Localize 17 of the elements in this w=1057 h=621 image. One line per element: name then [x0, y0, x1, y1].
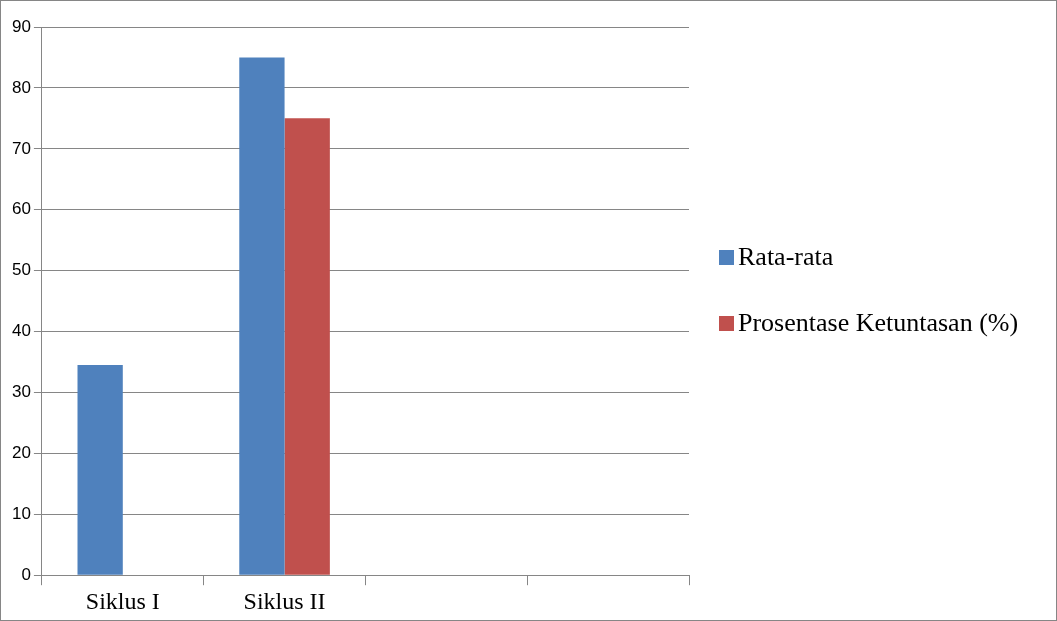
x-tick-label: Siklus II: [243, 587, 326, 614]
y-tick-label: 70: [11, 138, 31, 158]
y-tick-label: 60: [11, 199, 31, 219]
y-tick-label: 50: [11, 260, 31, 280]
bar: [284, 118, 330, 575]
y-tick-label: 20: [11, 443, 31, 463]
y-tick-label: 80: [11, 77, 31, 97]
y-tick-label: 0: [21, 564, 31, 584]
legend-label: Prosentase Ketuntasan (%): [738, 307, 1019, 339]
x-tick-label: Siklus I: [85, 587, 160, 614]
bar: [77, 365, 123, 575]
y-tick-label: 30: [11, 382, 31, 402]
y-tick-label: 90: [11, 16, 31, 36]
bar: [239, 57, 285, 575]
y-tick-label: 10: [11, 503, 31, 523]
y-tick-label: 40: [11, 321, 31, 341]
legend-label: Rata-rata: [738, 241, 834, 273]
